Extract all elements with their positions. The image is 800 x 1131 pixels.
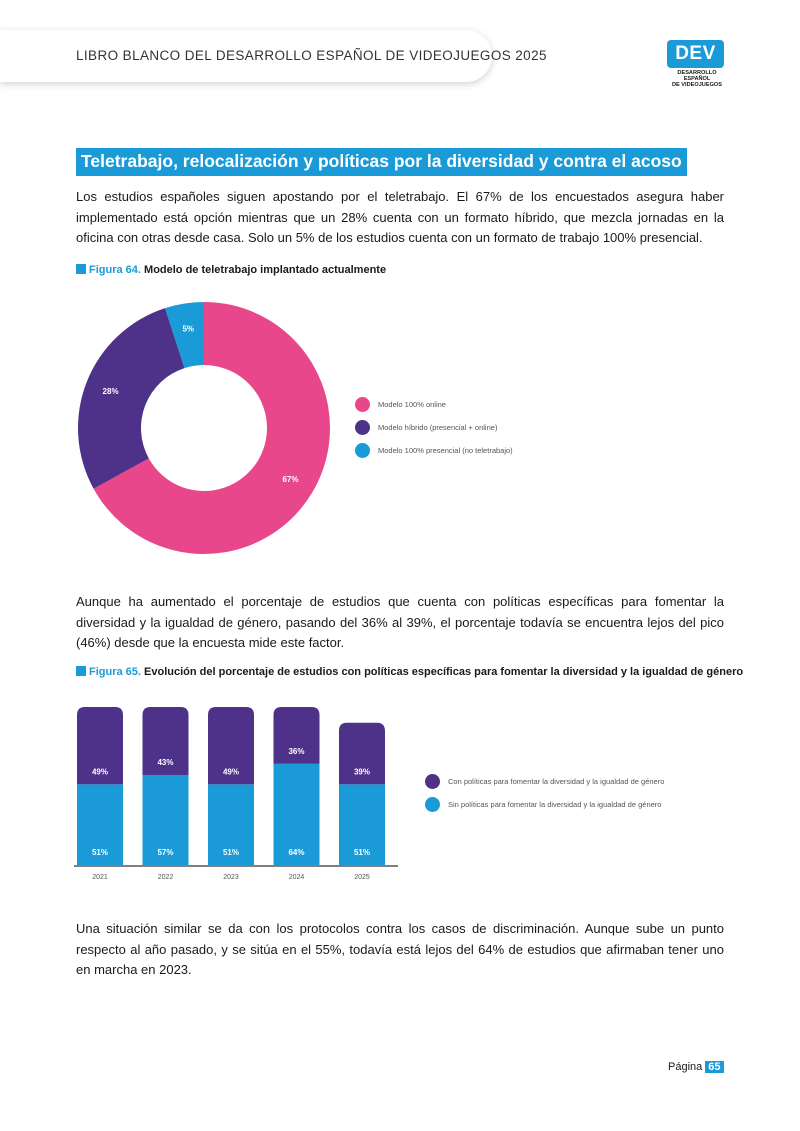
donut-slice	[93, 302, 330, 554]
x-tick-label: 2021	[92, 874, 108, 881]
bar-data-label: 43%	[157, 758, 173, 767]
bar-segment-sin-politicas	[208, 784, 254, 865]
bar-segment-sin-politicas	[273, 763, 320, 865]
figure-64-number: Figura 64.	[89, 264, 141, 276]
legend-item: Modelo híbrido (presencial + online)	[355, 416, 513, 439]
figure-65-caption: Figura 65. Evolución del porcentaje de e…	[76, 666, 743, 678]
paragraph-discriminacion: Una situación similar se da con los prot…	[76, 921, 724, 977]
caption-square-icon	[76, 666, 86, 676]
donut-chart: 67% 28% 5%	[78, 302, 330, 554]
donut-data-label: 5%	[182, 325, 194, 334]
bar-segment-con-politicas	[77, 707, 123, 785]
bar-segment-sin-politicas	[142, 774, 189, 865]
bar-segment-sin-politicas	[339, 784, 385, 865]
page-number-badge: 65	[705, 1061, 724, 1073]
legend-dot	[425, 797, 440, 812]
logo-mark: DEV	[667, 40, 724, 68]
header-tab	[0, 30, 492, 82]
bar-data-label: 51%	[92, 848, 108, 857]
legend-item: Modelo 100% presencial (no teletrabajo)	[355, 439, 513, 462]
figure-65-title: Evolución del porcentaje de estudios con…	[144, 666, 744, 678]
bar-segment-con-politicas	[208, 707, 254, 785]
bar-data-label: 51%	[223, 848, 239, 857]
caption-square-icon	[76, 264, 86, 274]
legend-label: Sin políticas para fomentar la diversida…	[448, 800, 662, 809]
bar-data-label: 36%	[288, 747, 304, 756]
donut-data-label: 67%	[282, 475, 298, 484]
legend-label: Modelo 100% online	[378, 400, 446, 409]
bar-legend: Con políticas para fomentar la diversida…	[425, 770, 664, 816]
stacked-bar-chart: 49% 51% 2021 43% 57% 2022 49% 51% 2023 36% 64% 2024…	[74, 707, 398, 881]
legend-dot	[355, 397, 370, 412]
legend-dot	[355, 420, 370, 435]
bar-segment-con-politicas	[273, 707, 320, 764]
figure-65-number: Figura 65.	[89, 666, 141, 678]
x-tick-label: 2022	[158, 874, 174, 881]
figure-64-caption: Figura 64. Modelo de teletrabajo implant…	[76, 264, 386, 276]
bar-segment-sin-politicas	[77, 784, 123, 865]
donut-slice	[165, 302, 204, 369]
donut-legend: Modelo 100% online Modelo híbrido (presen…	[355, 393, 513, 462]
page-number: Página 65	[668, 1061, 724, 1073]
document-title: LIBRO BLANCO DEL DESARROLLO ESPAÑOL DE V…	[76, 48, 547, 63]
legend-item: Con políticas para fomentar la diversida…	[425, 770, 664, 793]
logo-subtitle: DESARROLLO ESPAÑOL DE VIDEOJUEGOS	[667, 70, 727, 88]
legend-dot	[425, 774, 440, 789]
donut-slice	[78, 308, 185, 489]
x-tick-label: 2023	[223, 874, 239, 881]
donut-data-label: 28%	[103, 387, 119, 396]
bar-segment-con-politicas	[339, 722, 385, 785]
bar-data-label: 39%	[354, 767, 370, 776]
legend-label: Con políticas para fomentar la diversida…	[448, 777, 665, 786]
legend-item: Modelo 100% online	[355, 393, 513, 416]
bar-data-label: 57%	[157, 848, 173, 857]
legend-label: Modelo híbrido (presencial + online)	[378, 423, 498, 432]
bar-data-label: 51%	[354, 848, 370, 857]
bar-data-label: 49%	[92, 767, 108, 776]
paragraph-diversidad: Aunque ha aumentado el porcentaje de est…	[76, 594, 724, 650]
page-label: Página	[668, 1061, 703, 1073]
legend-item: Sin políticas para fomentar la diversida…	[425, 793, 664, 816]
logo-line-1: DESARROLLO ESPAÑOL	[677, 70, 717, 82]
dev-logo: DEV DESARROLLO ESPAÑOL DE VIDEOJUEGOS	[666, 40, 726, 88]
logo-line-2: DE VIDEOJUEGOS	[671, 82, 723, 88]
paragraph-teletrabajo: Los estudios españoles siguen apostando …	[76, 189, 724, 245]
figure-64-title: Modelo de teletrabajo implantado actualm…	[144, 264, 387, 276]
legend-label: Modelo 100% presencial (no teletrabajo)	[378, 446, 513, 455]
section-title: Teletrabajo, relocalización y políticas …	[76, 148, 687, 176]
legend-dot	[355, 443, 370, 458]
bar-data-label: 64%	[288, 848, 304, 857]
x-tick-label: 2025	[354, 874, 370, 881]
bar-segment-con-politicas	[142, 707, 189, 775]
x-tick-label: 2024	[289, 874, 305, 881]
bar-data-label: 49%	[223, 767, 239, 776]
